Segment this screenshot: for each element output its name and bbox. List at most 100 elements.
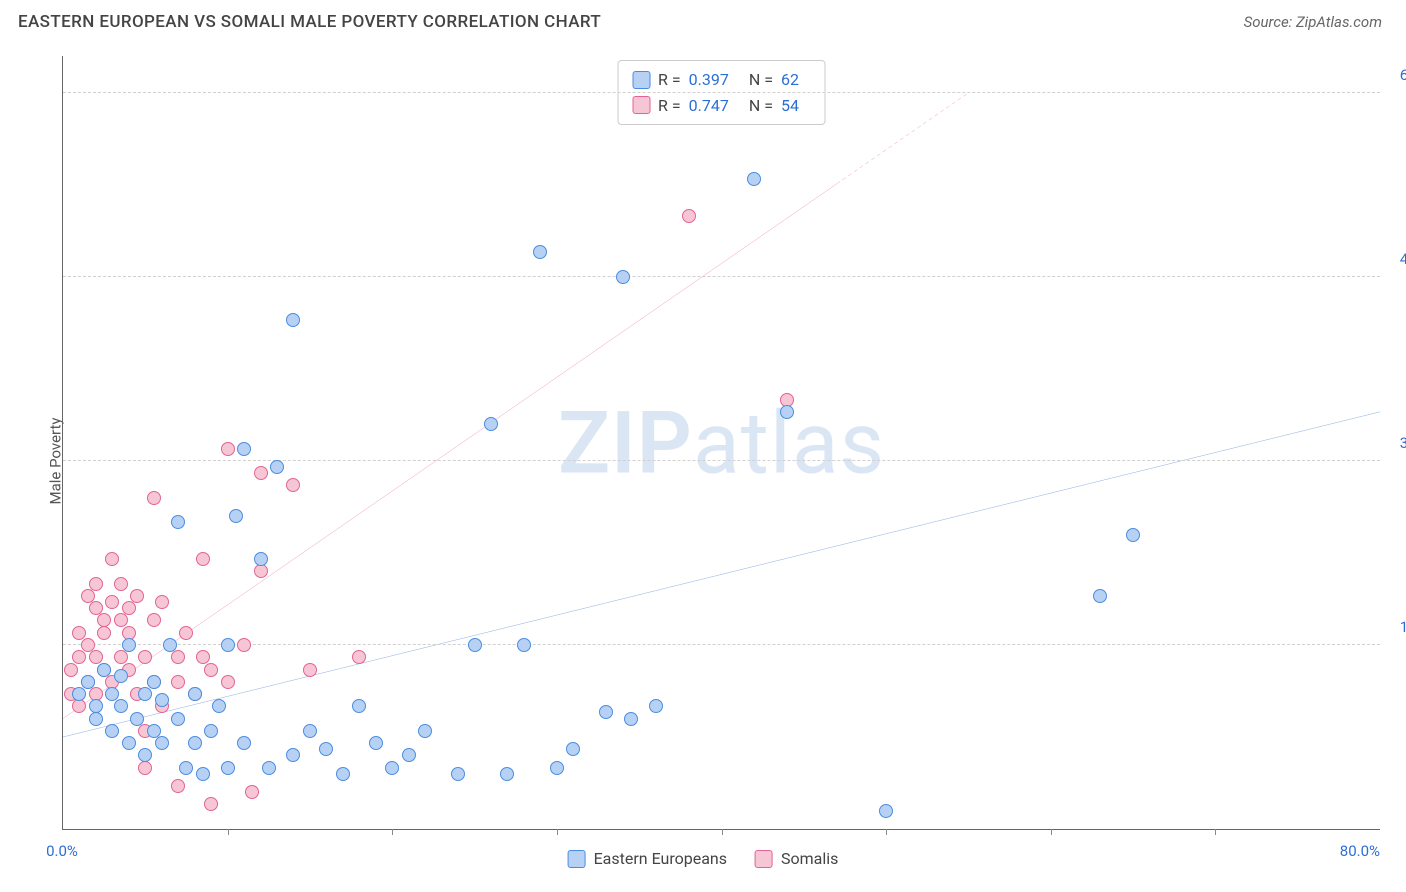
scatter-point bbox=[254, 552, 268, 566]
scatter-point bbox=[147, 491, 161, 505]
scatter-point bbox=[114, 669, 128, 683]
y-tick-label: 15.0% bbox=[1386, 618, 1406, 636]
scatter-point bbox=[105, 552, 119, 566]
scatter-point bbox=[352, 699, 366, 713]
scatter-point bbox=[171, 779, 185, 793]
scatter-point bbox=[262, 761, 276, 775]
scatter-point bbox=[566, 742, 580, 756]
legend-swatch-eastern bbox=[568, 850, 586, 868]
legend-item-somali: Somalis bbox=[755, 849, 838, 868]
x-axis-end-label: 80.0% bbox=[1340, 842, 1380, 860]
scatter-point bbox=[254, 466, 268, 480]
r-value-eastern: 0.397 bbox=[689, 67, 729, 93]
swatch-eastern bbox=[632, 71, 650, 89]
stats-row-eastern: R = 0.397 N = 62 bbox=[632, 67, 811, 93]
scatter-point bbox=[221, 638, 235, 652]
y-tick-label: 60.0% bbox=[1386, 66, 1406, 84]
n-value-eastern: 62 bbox=[781, 67, 799, 93]
stats-row-somali: R = 0.747 N = 54 bbox=[632, 93, 811, 119]
gridline bbox=[63, 276, 1380, 277]
legend-swatch-somali bbox=[755, 850, 773, 868]
scatter-point bbox=[81, 675, 95, 689]
scatter-point bbox=[221, 442, 235, 456]
x-tick bbox=[886, 829, 887, 835]
legend-item-eastern: Eastern Europeans bbox=[568, 849, 727, 868]
scatter-point bbox=[747, 172, 761, 186]
n-value-somali: 54 bbox=[781, 93, 799, 119]
scatter-point bbox=[221, 675, 235, 689]
chart-container: Male Poverty ZIPatlas R = 0.397 N = 62 R… bbox=[18, 48, 1388, 874]
scatter-point bbox=[122, 736, 136, 750]
scatter-point bbox=[114, 699, 128, 713]
scatter-point bbox=[179, 761, 193, 775]
n-label: N = bbox=[749, 67, 773, 93]
legend-label-eastern: Eastern Europeans bbox=[594, 849, 727, 868]
scatter-point bbox=[138, 650, 152, 664]
scatter-point bbox=[369, 736, 383, 750]
x-tick bbox=[228, 829, 229, 835]
scatter-point bbox=[517, 638, 531, 652]
n-label: N = bbox=[749, 93, 773, 119]
x-tick bbox=[1051, 829, 1052, 835]
scatter-point bbox=[270, 460, 284, 474]
scatter-point bbox=[155, 736, 169, 750]
scatter-point bbox=[237, 736, 251, 750]
scatter-point bbox=[352, 650, 366, 664]
scatter-point bbox=[780, 405, 794, 419]
scatter-point bbox=[122, 638, 136, 652]
scatter-point bbox=[147, 675, 161, 689]
scatter-point bbox=[649, 699, 663, 713]
scatter-point bbox=[204, 797, 218, 811]
scatter-point bbox=[451, 767, 465, 781]
scatter-point bbox=[97, 663, 111, 677]
scatter-point bbox=[286, 748, 300, 762]
scatter-point bbox=[336, 767, 350, 781]
x-axis-start-label: 0.0% bbox=[46, 842, 78, 860]
scatter-point bbox=[221, 761, 235, 775]
scatter-point bbox=[237, 638, 251, 652]
scatter-point bbox=[286, 478, 300, 492]
x-tick bbox=[392, 829, 393, 835]
x-tick bbox=[722, 829, 723, 835]
scatter-point bbox=[155, 693, 169, 707]
scatter-point bbox=[385, 761, 399, 775]
plot-area: ZIPatlas R = 0.397 N = 62 R = 0.747 N = … bbox=[62, 56, 1380, 830]
scatter-point bbox=[682, 209, 696, 223]
scatter-point bbox=[130, 589, 144, 603]
scatter-point bbox=[179, 626, 193, 640]
scatter-point bbox=[204, 724, 218, 738]
scatter-point bbox=[64, 663, 78, 677]
scatter-point bbox=[624, 712, 638, 726]
scatter-point bbox=[196, 552, 210, 566]
scatter-point bbox=[879, 804, 893, 818]
chart-header: EASTERN EUROPEAN VS SOMALI MALE POVERTY … bbox=[0, 0, 1406, 40]
watermark-bold: ZIP bbox=[558, 392, 693, 493]
legend-label-somali: Somalis bbox=[781, 849, 838, 868]
y-tick-label: 30.0% bbox=[1386, 434, 1406, 452]
scatter-point bbox=[616, 270, 630, 284]
scatter-point bbox=[533, 245, 547, 259]
scatter-point bbox=[122, 601, 136, 615]
scatter-point bbox=[89, 577, 103, 591]
watermark: ZIPatlas bbox=[558, 392, 885, 493]
scatter-point bbox=[171, 712, 185, 726]
scatter-point bbox=[1093, 589, 1107, 603]
scatter-point bbox=[171, 515, 185, 529]
scatter-point bbox=[163, 638, 177, 652]
x-tick bbox=[557, 829, 558, 835]
r-label: R = bbox=[658, 67, 681, 93]
r-label: R = bbox=[658, 93, 681, 119]
scatter-point bbox=[72, 650, 86, 664]
scatter-point bbox=[130, 712, 144, 726]
scatter-point bbox=[97, 626, 111, 640]
source-attribution: Source: ZipAtlas.com bbox=[1244, 13, 1382, 31]
scatter-point bbox=[418, 724, 432, 738]
scatter-point bbox=[286, 313, 300, 327]
scatter-point bbox=[72, 687, 86, 701]
gridline bbox=[63, 92, 1380, 93]
scatter-point bbox=[212, 699, 226, 713]
scatter-point bbox=[402, 748, 416, 762]
scatter-point bbox=[138, 748, 152, 762]
y-tick-label: 45.0% bbox=[1386, 250, 1406, 268]
scatter-point bbox=[550, 761, 564, 775]
